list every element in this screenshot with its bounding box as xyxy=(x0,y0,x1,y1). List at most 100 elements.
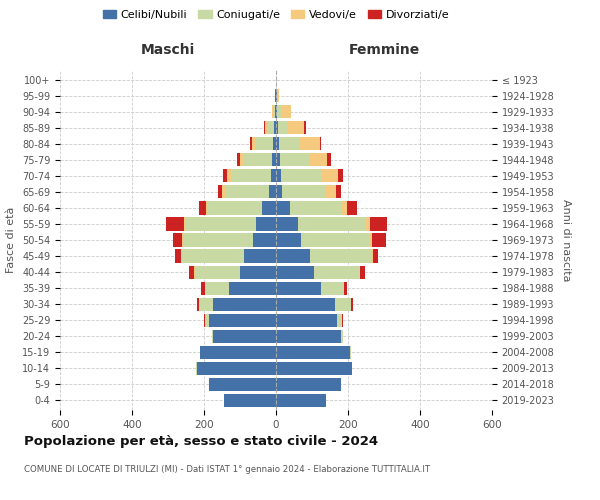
Bar xyxy=(175,250,181,262)
Bar xyxy=(341,202,347,214)
Bar xyxy=(276,153,280,166)
Bar xyxy=(272,153,276,166)
Bar xyxy=(309,153,327,166)
Bar xyxy=(325,186,336,198)
Bar xyxy=(321,282,343,294)
Bar xyxy=(271,170,276,182)
Bar xyxy=(304,121,306,134)
Bar xyxy=(337,314,341,327)
Bar xyxy=(184,218,186,230)
Bar xyxy=(373,234,386,246)
Bar xyxy=(199,202,206,214)
Bar xyxy=(373,250,378,262)
Bar xyxy=(208,202,262,214)
Bar xyxy=(276,266,314,278)
Bar xyxy=(276,298,335,310)
Bar xyxy=(276,186,283,198)
Bar xyxy=(213,330,276,343)
Y-axis label: Anni di nascita: Anni di nascita xyxy=(561,198,571,281)
Bar xyxy=(267,121,274,134)
Bar xyxy=(310,250,371,262)
Bar xyxy=(288,121,304,134)
Bar xyxy=(265,121,267,134)
Text: COMUNE DI LOCATE DI TRIULZI (MI) - Dati ISTAT 1° gennaio 2024 - Elaborazione TUT: COMUNE DI LOCATE DI TRIULZI (MI) - Dati … xyxy=(24,465,430,474)
Bar xyxy=(301,234,370,246)
Bar xyxy=(276,218,298,230)
Bar xyxy=(205,282,206,294)
Bar xyxy=(224,394,276,407)
Bar xyxy=(335,298,350,310)
Bar xyxy=(279,137,300,150)
Bar xyxy=(276,170,281,182)
Bar xyxy=(276,121,278,134)
Bar xyxy=(182,250,244,262)
Bar xyxy=(199,298,213,310)
Bar xyxy=(253,234,276,246)
Bar xyxy=(276,378,341,391)
Bar xyxy=(244,153,272,166)
Bar xyxy=(186,218,256,230)
Bar xyxy=(181,250,182,262)
Bar xyxy=(196,362,197,375)
Bar xyxy=(213,298,276,310)
Bar xyxy=(277,89,279,102)
Bar xyxy=(194,266,195,278)
Bar xyxy=(209,378,276,391)
Text: Femmine: Femmine xyxy=(349,44,419,58)
Bar xyxy=(209,314,276,327)
Bar xyxy=(276,250,310,262)
Bar xyxy=(276,234,301,246)
Y-axis label: Fasce di età: Fasce di età xyxy=(7,207,16,273)
Bar xyxy=(205,314,206,327)
Bar xyxy=(280,153,309,166)
Bar xyxy=(244,250,276,262)
Bar xyxy=(360,266,365,278)
Bar xyxy=(195,266,240,278)
Bar xyxy=(275,89,276,102)
Bar xyxy=(264,121,265,134)
Bar xyxy=(222,186,226,198)
Bar xyxy=(273,137,276,150)
Bar xyxy=(370,234,373,246)
Bar xyxy=(206,202,208,214)
Bar xyxy=(347,202,358,214)
Bar xyxy=(184,234,253,246)
Bar xyxy=(206,314,209,327)
Bar xyxy=(281,170,322,182)
Bar xyxy=(240,153,244,166)
Bar xyxy=(276,394,326,407)
Bar xyxy=(371,250,373,262)
Legend: Celibi/Nubili, Coniugati/e, Vedovi/e, Divorziati/e: Celibi/Nubili, Coniugati/e, Vedovi/e, Di… xyxy=(98,6,454,25)
Bar xyxy=(202,282,205,294)
Bar xyxy=(256,218,276,230)
Bar xyxy=(350,298,351,310)
Bar xyxy=(276,282,321,294)
Bar xyxy=(206,282,229,294)
Bar xyxy=(370,218,387,230)
Bar xyxy=(342,314,343,327)
Bar xyxy=(366,218,370,230)
Bar xyxy=(276,362,352,375)
Bar xyxy=(276,89,277,102)
Bar xyxy=(189,266,194,278)
Bar xyxy=(359,266,360,278)
Bar xyxy=(272,105,273,118)
Bar xyxy=(262,202,276,214)
Bar xyxy=(322,170,338,182)
Bar xyxy=(276,346,350,359)
Bar xyxy=(182,234,184,246)
Bar xyxy=(336,186,341,198)
Bar xyxy=(278,121,288,134)
Bar xyxy=(276,105,277,118)
Bar xyxy=(237,153,240,166)
Bar xyxy=(273,105,275,118)
Bar xyxy=(204,314,205,327)
Bar xyxy=(300,137,320,150)
Bar xyxy=(197,298,199,310)
Bar xyxy=(166,218,184,230)
Bar xyxy=(327,153,331,166)
Text: Popolazione per età, sesso e stato civile - 2024: Popolazione per età, sesso e stato civil… xyxy=(24,435,378,448)
Bar xyxy=(281,105,292,118)
Bar xyxy=(231,170,271,182)
Bar xyxy=(226,186,269,198)
